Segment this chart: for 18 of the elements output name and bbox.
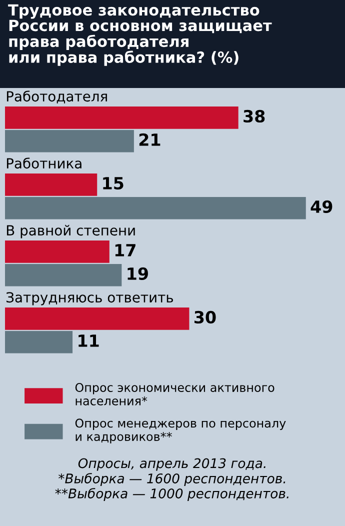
y-tick-label: Работодателя (6, 90, 107, 104)
data-label: 19 (128, 267, 148, 280)
chart-title: Трудовое законодательство России в основном защищает права работодателя или права работника? (%) (8, 4, 272, 66)
data-label: 21 (139, 133, 160, 146)
text: *Выборка — 1600 респондентов. (58, 473, 286, 486)
y-tick-label: Затрудняюсь ответить (6, 292, 174, 306)
text: **Выборка — 1000 респондентов. (55, 488, 288, 501)
y-tick-label: Работника (6, 158, 82, 169)
data-label: 11 (78, 334, 99, 347)
text: Опросы, апрель 2013 года. (78, 458, 266, 471)
y-tick-label: В равной степени (6, 224, 135, 238)
data-label: 15 (103, 177, 124, 190)
data-label: 30 (194, 310, 216, 324)
data-label: 17 (115, 244, 136, 256)
legend-label: Опрос менеджеров по персоналу и кадровиков** (75, 418, 286, 444)
data-label: 38 (244, 110, 265, 123)
legend-label: Опрос экономически активного населения* (75, 382, 274, 406)
data-label: 49 (310, 200, 332, 213)
